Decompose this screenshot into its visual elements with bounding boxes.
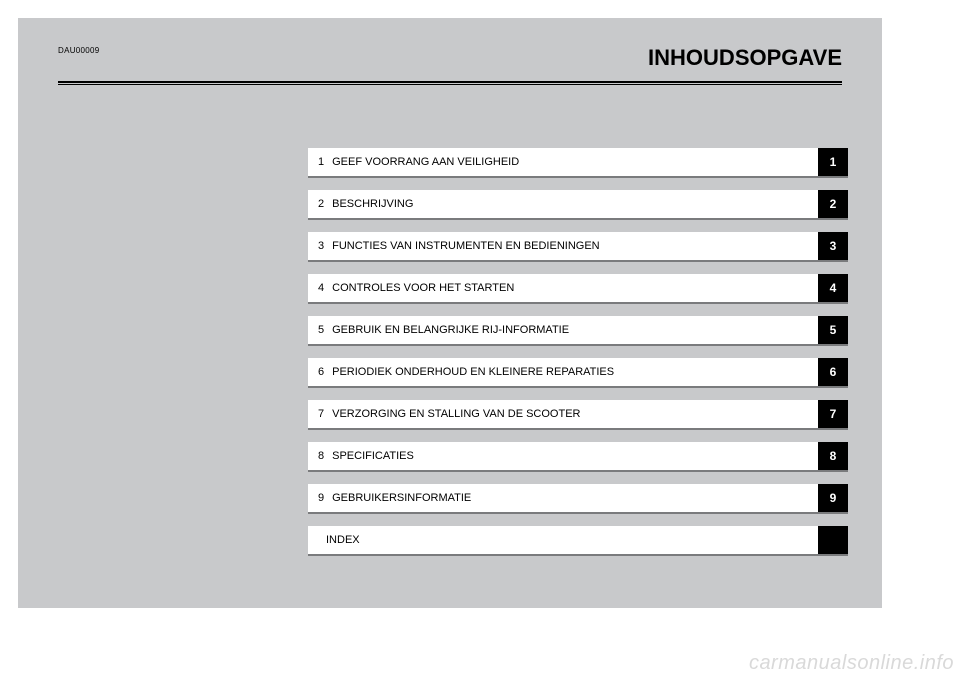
toc-item-number: 4 bbox=[318, 282, 324, 294]
toc-row[interactable]: 4 CONTROLES VOOR HET STARTEN 4 bbox=[308, 274, 848, 304]
toc-tab: 1 bbox=[818, 148, 848, 178]
toc-tab: 7 bbox=[818, 400, 848, 430]
toc-row[interactable]: 9 GEBRUIKERSINFORMATIE 9 bbox=[308, 484, 848, 514]
toc-item: 3 FUNCTIES VAN INSTRUMENTEN EN BEDIENING… bbox=[308, 232, 818, 262]
toc-item-label: SPECIFICATIES bbox=[332, 450, 414, 462]
toc-row[interactable]: 6 PERIODIEK ONDERHOUD EN KLEINERE REPARA… bbox=[308, 358, 848, 388]
toc-tab: 4 bbox=[818, 274, 848, 304]
toc-item-label: FUNCTIES VAN INSTRUMENTEN EN BEDIENINGEN bbox=[332, 240, 600, 252]
toc-row[interactable]: 2 BESCHRIJVING 2 bbox=[308, 190, 848, 220]
title-rule-thick bbox=[58, 81, 842, 83]
toc-item: 5 GEBRUIK EN BELANGRIJKE RIJ-INFORMATIE bbox=[308, 316, 818, 346]
toc-item-number: 7 bbox=[318, 408, 324, 420]
toc-item: 1 GEEF VOORRANG AAN VEILIGHEID bbox=[308, 148, 818, 178]
manual-page: DAU00009 INHOUDSOPGAVE 1 GEEF VOORRANG A… bbox=[18, 18, 882, 608]
toc-row[interactable]: 7 VERZORGING EN STALLING VAN DE SCOOTER … bbox=[308, 400, 848, 430]
toc-item-label: GEEF VOORRANG AAN VEILIGHEID bbox=[332, 156, 519, 168]
toc-row[interactable]: 8 SPECIFICATIES 8 bbox=[308, 442, 848, 472]
toc-item: 9 GEBRUIKERSINFORMATIE bbox=[308, 484, 818, 514]
toc-item-label: CONTROLES VOOR HET STARTEN bbox=[332, 282, 514, 294]
toc-item-number: 8 bbox=[318, 450, 324, 462]
toc-item-label: GEBRUIK EN BELANGRIJKE RIJ-INFORMATIE bbox=[332, 324, 569, 336]
toc-item-number: 6 bbox=[318, 366, 324, 378]
toc-item-number: 3 bbox=[318, 240, 324, 252]
table-of-contents: 1 GEEF VOORRANG AAN VEILIGHEID 1 2 BESCH… bbox=[308, 148, 848, 568]
title-rule-thin bbox=[58, 84, 842, 85]
toc-row[interactable]: 1 GEEF VOORRANG AAN VEILIGHEID 1 bbox=[308, 148, 848, 178]
toc-tab: 2 bbox=[818, 190, 848, 220]
toc-item-label: INDEX bbox=[326, 534, 360, 546]
toc-item: 7 VERZORGING EN STALLING VAN DE SCOOTER bbox=[308, 400, 818, 430]
toc-item-number: 5 bbox=[318, 324, 324, 336]
toc-item-label: BESCHRIJVING bbox=[332, 198, 413, 210]
toc-row[interactable]: 3 FUNCTIES VAN INSTRUMENTEN EN BEDIENING… bbox=[308, 232, 848, 262]
toc-item-label: GEBRUIKERSINFORMATIE bbox=[332, 492, 471, 504]
toc-tab: 9 bbox=[818, 484, 848, 514]
toc-row[interactable]: 5 GEBRUIK EN BELANGRIJKE RIJ-INFORMATIE … bbox=[308, 316, 848, 346]
toc-row[interactable]: INDEX bbox=[308, 526, 848, 556]
toc-item: INDEX bbox=[308, 526, 818, 556]
toc-tab: 5 bbox=[818, 316, 848, 346]
toc-tab: 3 bbox=[818, 232, 848, 262]
toc-item: 2 BESCHRIJVING bbox=[308, 190, 818, 220]
toc-item-number: 1 bbox=[318, 156, 324, 168]
toc-item: 8 SPECIFICATIES bbox=[308, 442, 818, 472]
toc-tab: 8 bbox=[818, 442, 848, 472]
toc-tab bbox=[818, 526, 848, 556]
toc-item-number: 9 bbox=[318, 492, 324, 504]
toc-item: 6 PERIODIEK ONDERHOUD EN KLEINERE REPARA… bbox=[308, 358, 818, 388]
toc-item-label: PERIODIEK ONDERHOUD EN KLEINERE REPARATI… bbox=[332, 366, 614, 378]
watermark: carmanualsonline.info bbox=[749, 652, 954, 675]
page-title: INHOUDSOPGAVE bbox=[58, 45, 842, 71]
toc-item: 4 CONTROLES VOOR HET STARTEN bbox=[308, 274, 818, 304]
toc-tab: 6 bbox=[818, 358, 848, 388]
toc-item-number: 2 bbox=[318, 198, 324, 210]
toc-item-label: VERZORGING EN STALLING VAN DE SCOOTER bbox=[332, 408, 580, 420]
